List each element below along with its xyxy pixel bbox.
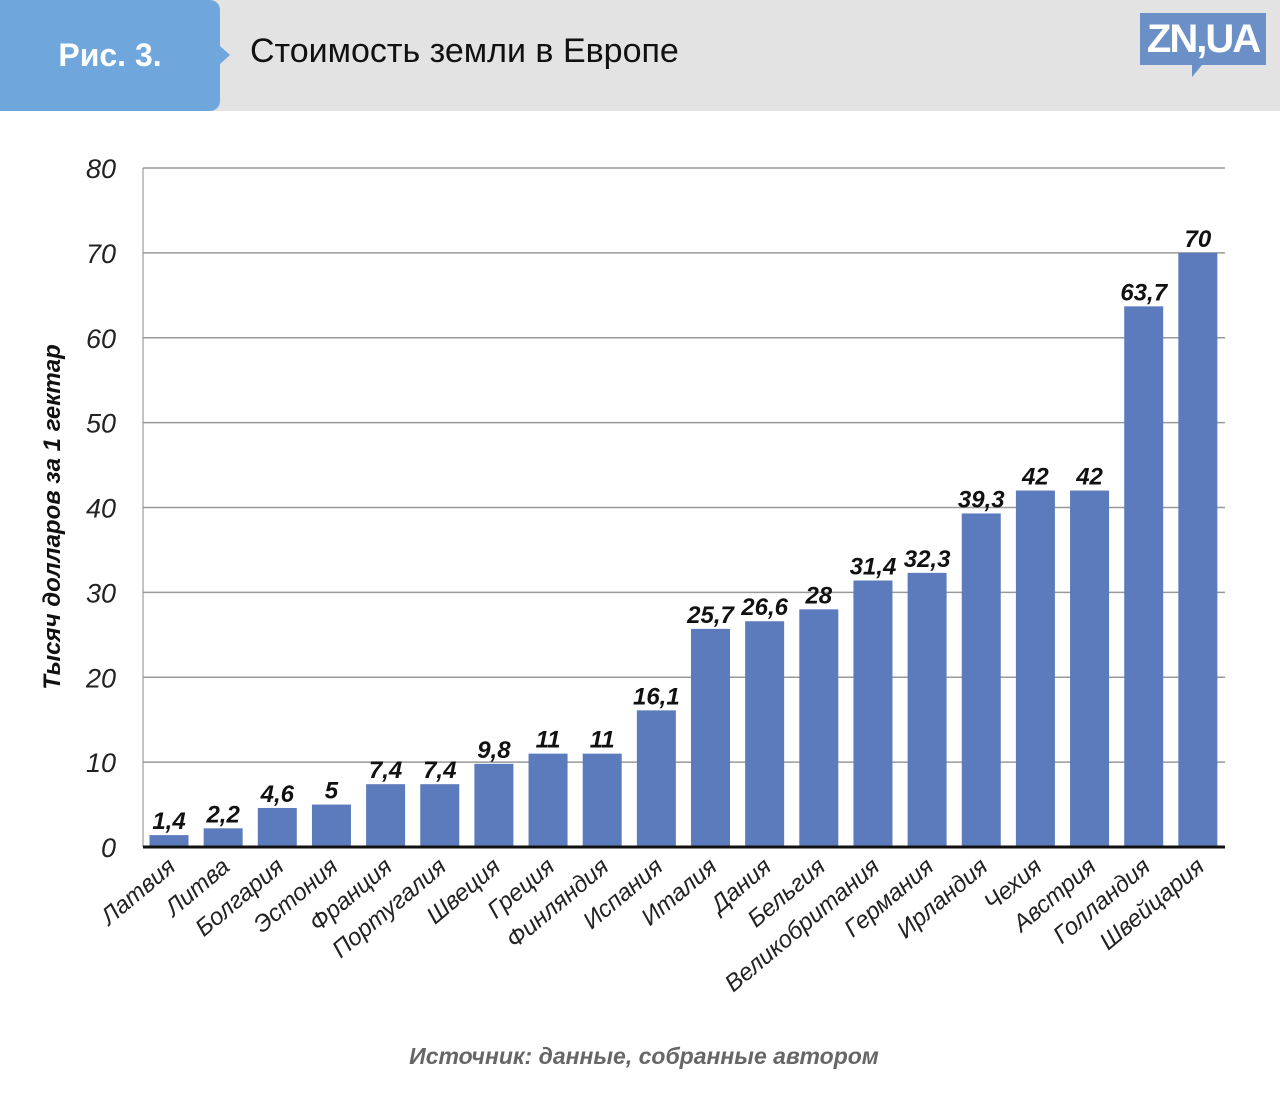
bar	[853, 580, 893, 847]
bar	[907, 572, 947, 847]
data-label: 5	[325, 778, 339, 805]
header: Рис. 3. Стоимость земли в Европе ZN,UA	[0, 0, 1280, 111]
chart-title: Стоимость земли в Европе	[250, 32, 679, 70]
data-label: 63,7	[1120, 279, 1168, 306]
data-label: 4,6	[260, 781, 295, 808]
bar	[149, 835, 189, 847]
data-label: 11	[590, 727, 615, 754]
bar	[311, 804, 351, 847]
data-label: 9,8	[477, 737, 511, 764]
data-label: 7,4	[423, 757, 456, 784]
y-tick-label: 40	[86, 494, 116, 524]
data-label: 39,3	[958, 486, 1005, 513]
y-tick-label: 60	[86, 324, 116, 354]
zn-ua-logo: ZN,UA	[1140, 13, 1266, 77]
y-tick-label: 20	[85, 663, 116, 693]
data-label: 42	[1021, 464, 1049, 491]
y-axis-title: Тысяч долларов за 1 гектар	[39, 344, 66, 690]
bar	[1178, 252, 1218, 847]
y-tick-label: 10	[86, 748, 116, 778]
data-label: 1,4	[152, 808, 185, 835]
data-label: 32,3	[904, 546, 951, 573]
data-label: 7,4	[369, 757, 402, 784]
bar	[366, 784, 406, 847]
bar	[582, 753, 622, 847]
data-label: 42	[1075, 464, 1103, 491]
bar	[420, 784, 460, 847]
data-label: 26,6	[740, 594, 788, 621]
y-tick-label: 30	[86, 578, 116, 608]
bar	[745, 621, 785, 847]
bar	[1124, 306, 1164, 847]
y-tick-label: 50	[86, 409, 116, 439]
data-label: 16,1	[633, 683, 680, 710]
bar	[961, 513, 1001, 847]
data-label: 28	[804, 582, 832, 609]
source-note: Источник: данные, собранные автором	[409, 1043, 879, 1069]
bar	[1070, 490, 1110, 847]
bar	[799, 609, 839, 847]
bar	[474, 763, 514, 847]
bar	[257, 807, 297, 847]
y-tick-label: 0	[101, 833, 116, 863]
bar	[1015, 490, 1055, 847]
data-label: 31,4	[850, 553, 897, 580]
data-label: 25,7	[686, 602, 735, 629]
y-tick-label: 80	[86, 154, 116, 184]
data-label: 70	[1184, 226, 1211, 253]
figure-label: Рис. 3.	[0, 0, 230, 111]
x-tick-label: Латвия	[94, 853, 181, 932]
bar	[636, 710, 676, 847]
bar	[691, 628, 730, 847]
data-label: 2,2	[205, 801, 240, 828]
y-tick-label: 70	[86, 239, 116, 269]
data-label: 11	[536, 727, 561, 754]
bar-chart: 0 10 20 30 40 50 60 70 80 Тысяч долларов за 1 гек…	[39, 154, 1225, 998]
bar	[203, 828, 243, 847]
bar	[528, 753, 568, 847]
